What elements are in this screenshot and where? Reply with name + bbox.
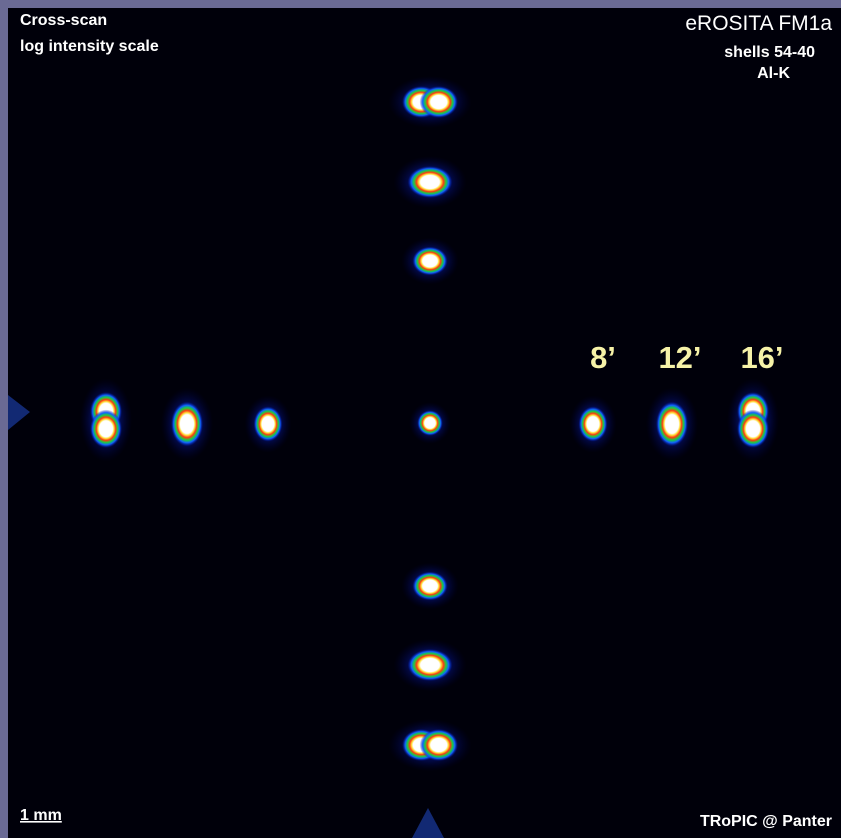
offset-label: 16’ (740, 340, 783, 375)
spot-core (254, 406, 283, 441)
credit: TRoPIC @ Panter (700, 813, 832, 830)
title: Cross-scan (20, 12, 107, 29)
spot-core (412, 247, 447, 276)
spot-core (408, 649, 453, 681)
xray-image: Cross-scan log intensity scale eROSITA F… (0, 0, 841, 838)
spot-core (656, 402, 688, 447)
subtitle: log intensity scale (20, 38, 159, 55)
offset-label: 12’ (658, 340, 701, 375)
offset-label: 8’ (590, 340, 616, 375)
spot-core (420, 86, 458, 118)
spot-core (579, 406, 608, 441)
spot-core (408, 166, 453, 198)
spot-core (737, 410, 769, 448)
spot-core (412, 572, 447, 601)
instrument: eROSITA FM1a (685, 12, 832, 35)
spot-core (90, 410, 122, 448)
spot-core (417, 410, 443, 436)
scale-bar: 1 mm (20, 807, 62, 824)
spot-core (171, 402, 203, 447)
shells: shells 54-40 (724, 44, 815, 61)
spot-core (420, 729, 458, 761)
line: Al-K (757, 65, 790, 82)
page: Cross-scan log intensity scale eROSITA F… (0, 0, 841, 838)
